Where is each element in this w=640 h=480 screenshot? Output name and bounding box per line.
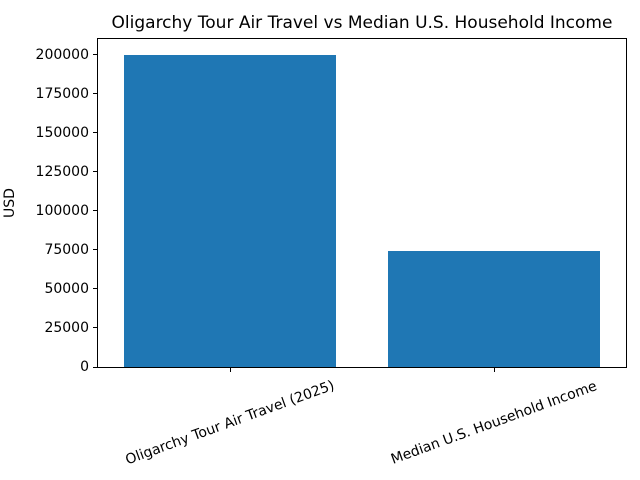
y-tick-label: 100000	[35, 202, 89, 219]
y-tick-label: 0	[80, 359, 89, 375]
y-tick-label: 125000	[35, 163, 89, 180]
bar-2	[388, 251, 600, 367]
y-tick-label: 25000	[44, 319, 89, 336]
y-tick-mark	[93, 288, 97, 290]
y-tick-mark	[93, 171, 97, 173]
y-tick-mark	[93, 132, 97, 134]
x-tick-label: Oligarchy Tour Air Travel (2025)	[123, 377, 337, 469]
chart-title: Oligarchy Tour Air Travel vs Median U.S.…	[111, 13, 613, 33]
x-tick-mark	[493, 368, 495, 372]
y-tick-label: 175000	[35, 85, 89, 102]
y-tick-label: 150000	[35, 124, 89, 141]
y-tick-label: 200000	[35, 46, 89, 63]
y-tick-mark	[93, 249, 97, 251]
y-tick-label: 50000	[44, 280, 89, 297]
y-tick-label: 75000	[44, 241, 89, 258]
plot-area: 0 25000 50000 75000 100000 125000 150000 175000…	[36, 38, 627, 468]
y-tick-mark	[93, 54, 97, 56]
bar-1	[124, 54, 336, 367]
y-axis-label: USD	[2, 188, 18, 218]
y-tick-mark	[93, 93, 97, 95]
y-tick-mark	[93, 327, 97, 329]
x-tick-label: Median U.S. Household Income	[388, 378, 600, 468]
y-tick-mark	[93, 210, 97, 212]
x-tick-mark	[229, 368, 231, 372]
y-tick-mark	[93, 366, 97, 368]
